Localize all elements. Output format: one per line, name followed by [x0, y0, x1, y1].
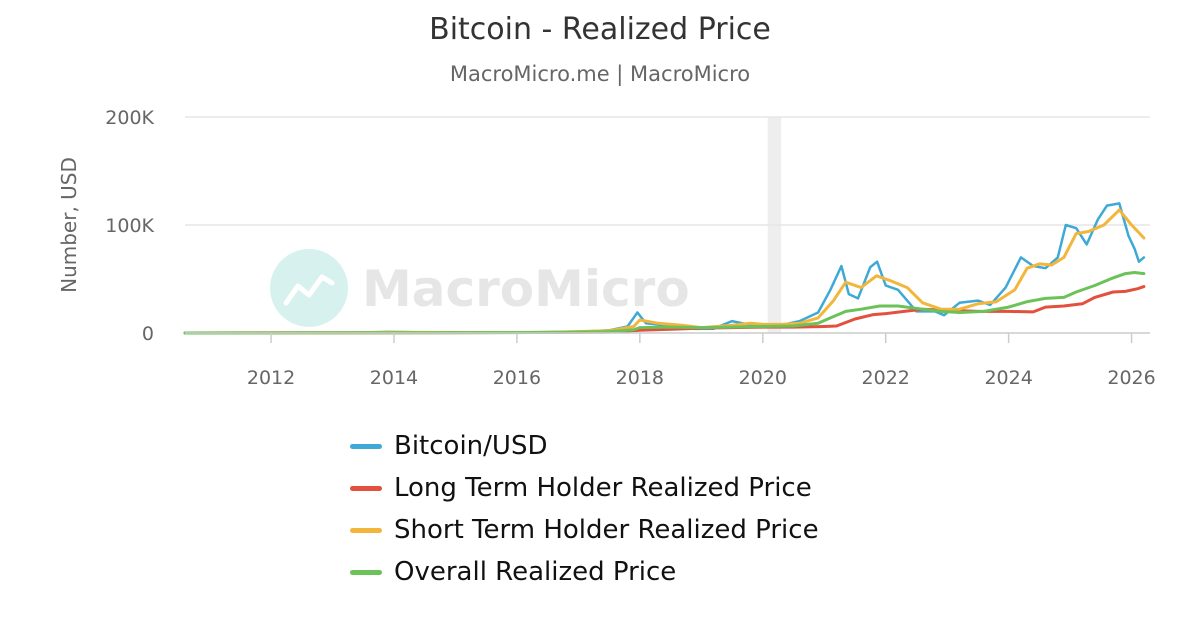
y-tick-label: 100K — [105, 215, 154, 237]
x-tick-label: 2026 — [1107, 367, 1155, 389]
series-line-sth — [183, 208, 1146, 335]
chart-title: Bitcoin - Realized Price — [429, 12, 771, 47]
x-tick-label: 2016 — [493, 367, 541, 389]
x-tick-label: 2022 — [862, 367, 910, 389]
legend-item-btc[interactable]: Bitcoin/USD — [350, 425, 819, 467]
y-tick-label: 0 — [142, 323, 154, 345]
legend: Bitcoin/USD Long Term Holder Realized Pr… — [350, 425, 819, 593]
x-tick-label: 2018 — [616, 367, 664, 389]
y-tick-label: 200K — [105, 107, 154, 129]
legend-label-btc: Bitcoin/USD — [394, 431, 548, 461]
watermark-logo-chart-icon — [283, 274, 335, 306]
x-tick-label: 2012 — [247, 367, 295, 389]
watermark-text: MacroMicro — [362, 260, 690, 318]
x-tick-label: 2014 — [370, 367, 418, 389]
legend-item-lth[interactable]: Long Term Holder Realized Price — [350, 467, 819, 509]
watermark: MacroMicro — [270, 249, 690, 327]
legend-swatch-sth — [350, 527, 382, 533]
series-line-lth — [183, 285, 1146, 335]
legend-item-sth[interactable]: Short Term Holder Realized Price — [350, 509, 819, 551]
legend-swatch-btc — [350, 443, 382, 449]
series-line-overall — [183, 271, 1146, 335]
legend-label-overall: Overall Realized Price — [394, 557, 677, 587]
x-tick-label: 2024 — [984, 367, 1032, 389]
legend-swatch-overall — [350, 569, 382, 575]
chart-subtitle: MacroMicro.me | MacroMicro — [449, 62, 751, 86]
x-tick-label: 2020 — [739, 367, 787, 389]
legend-swatch-lth — [350, 485, 382, 491]
legend-label-sth: Short Term Holder Realized Price — [394, 515, 819, 545]
series-line-btc — [183, 202, 1146, 335]
legend-label-lth: Long Term Holder Realized Price — [394, 473, 812, 503]
legend-item-overall[interactable]: Overall Realized Price — [350, 551, 819, 593]
y-axis-label: Number, USD — [57, 157, 81, 293]
watermark-logo-icon — [270, 249, 348, 327]
